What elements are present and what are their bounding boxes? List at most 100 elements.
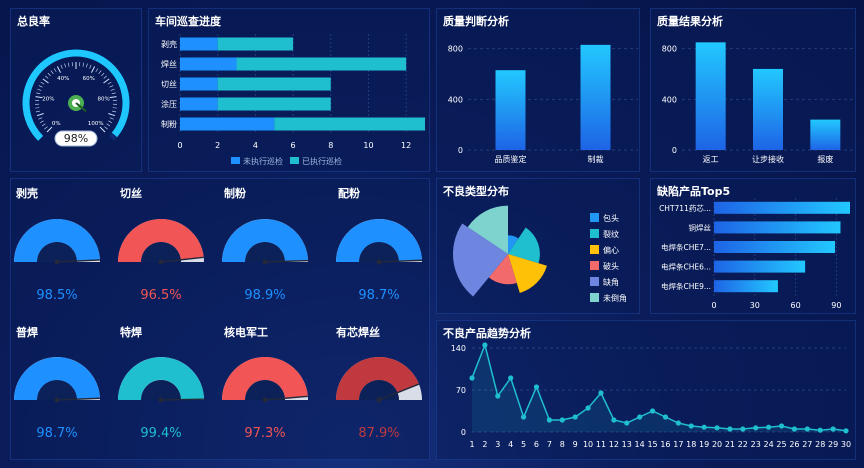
defect-legend-label: 未倒角 (603, 293, 627, 303)
results-x-label: 让步接收 (752, 154, 784, 164)
process-gauge-needle (378, 383, 420, 401)
defect-trend-panel: 不良产品趋势分析 (436, 320, 856, 460)
trend-x-tick: 27 (802, 440, 812, 449)
overall-gauge-tick (41, 123, 46, 127)
overall-gauge-tick (35, 110, 40, 113)
trend-x-tick: 10 (583, 440, 593, 449)
defect-legend-swatch (590, 261, 599, 270)
trend-point (520, 414, 527, 420)
judgement-bar (580, 44, 611, 150)
patrol-x-tick: 12 (401, 141, 411, 150)
defect-legend-swatch (590, 229, 599, 238)
trend-point (830, 426, 836, 432)
judgement-y-tick: 0 (458, 146, 463, 155)
judgement-x-label: 品质鉴定 (495, 154, 527, 164)
trend-x-tick: 23 (751, 440, 761, 449)
defect-pie-slice (508, 235, 519, 254)
overall-gauge-tick (44, 126, 48, 130)
process-gauge-hole (37, 380, 77, 400)
results-bar (810, 119, 841, 150)
trend-y-tick: 0 (461, 428, 466, 437)
defect-legend-label: 破头 (603, 261, 619, 271)
process-gauge-needle (160, 398, 205, 401)
patrol-legend-swatch-unexecuted (231, 157, 240, 164)
process-gauge-needle (160, 256, 204, 263)
trend-x-tick: 25 (776, 440, 786, 449)
trend-x-tick: 18 (686, 440, 696, 449)
trend-x-tick: 3 (495, 440, 500, 449)
defect-pie-slice (508, 227, 540, 264)
overall-gauge-tick (46, 126, 53, 133)
defect-trend-title: 不良产品趋势分析 (443, 327, 531, 340)
overall-gauge-tick (104, 126, 108, 130)
process-gauge-fill (118, 219, 204, 262)
top5-category-label: 电焊条CHE7... (661, 242, 711, 252)
patrol-x-tick: 2 (215, 141, 220, 150)
process-gauge-needle (264, 395, 308, 401)
process-gauge-hole (359, 380, 399, 400)
gauge-label-peifen: 配粉 (338, 187, 360, 200)
overall-gauge-tick (47, 72, 51, 77)
process-gauge-hole (37, 242, 77, 262)
process-gauge-fill (118, 357, 204, 400)
trend-x-tick: 4 (508, 440, 513, 449)
trend-x-tick: 28 (815, 440, 825, 449)
overall-gauge-tick-label: 40% (57, 76, 69, 82)
process-gauge-hole (359, 242, 399, 262)
trend-x-tick: 11 (596, 440, 606, 449)
process-gauge-pivot (158, 397, 164, 403)
overall-gauge-tick (38, 85, 43, 88)
defect-pie-slice (467, 205, 508, 254)
trend-point (778, 423, 785, 429)
trend-point (740, 426, 746, 432)
judgement-y-tick: 400 (448, 95, 463, 104)
overall-gauge-tick (36, 113, 44, 117)
trend-point (469, 375, 475, 381)
defect-legend-swatch (590, 277, 599, 286)
patrol-bar-unexecuted (180, 97, 218, 111)
top5-bar (714, 260, 806, 273)
patrol-progress-panel: 车间巡查进度 (148, 8, 430, 172)
trend-x-tick: 14 (635, 440, 645, 449)
overall-gauge-tick (39, 120, 44, 124)
patrol-bar-unexecuted (180, 37, 218, 51)
trend-point (598, 390, 604, 396)
defect-legend-label: 包头 (603, 213, 619, 223)
overall-gauge-tick (86, 63, 88, 68)
trend-x-tick: 24 (764, 440, 774, 449)
overall-gauge-needle (75, 102, 87, 113)
overall-gauge-tick-label: 60% (83, 76, 95, 82)
overall-gauge-tick (99, 126, 106, 133)
patrol-x-tick: 6 (291, 141, 296, 150)
results-bar (753, 68, 783, 150)
process-gauge-value: 87.9% (358, 426, 399, 441)
trend-point (766, 424, 772, 430)
results-bar (695, 42, 726, 151)
overall-gauge-tick (90, 66, 96, 73)
gauge-label-youxin: 有芯焊丝 (336, 326, 380, 339)
trend-area (472, 345, 846, 432)
process-gauge-fill (336, 219, 422, 262)
overall-gauge-tick (95, 68, 99, 72)
trend-point (649, 408, 656, 414)
trend-x-tick: 17 (673, 440, 683, 449)
defect-legend-label: 偏心 (603, 245, 619, 255)
trend-y-tick: 70 (456, 386, 466, 395)
gauge-label-zhifen: 制粉 (224, 187, 246, 200)
trend-point (843, 428, 849, 434)
trend-point (662, 414, 669, 420)
trend-x-tick: 1 (469, 440, 474, 449)
process-gauge-pivot (54, 397, 60, 403)
process-gauge-value: 99.4% (140, 426, 181, 441)
top5-x-tick: 0 (711, 301, 716, 310)
process-gauge-pivot (158, 259, 164, 265)
quality-judgement-title: 质量判断分析 (443, 15, 509, 28)
process-gauge-pivot (376, 397, 382, 403)
patrol-x-tick: 8 (328, 141, 333, 150)
trend-x-tick: 21 (725, 440, 735, 449)
patrol-legend-swatch-executed (290, 157, 299, 164)
overall-gauge-tick (37, 88, 42, 91)
judgement-x-label: 制裁 (588, 154, 604, 164)
overall-gauge-tick (108, 113, 116, 117)
